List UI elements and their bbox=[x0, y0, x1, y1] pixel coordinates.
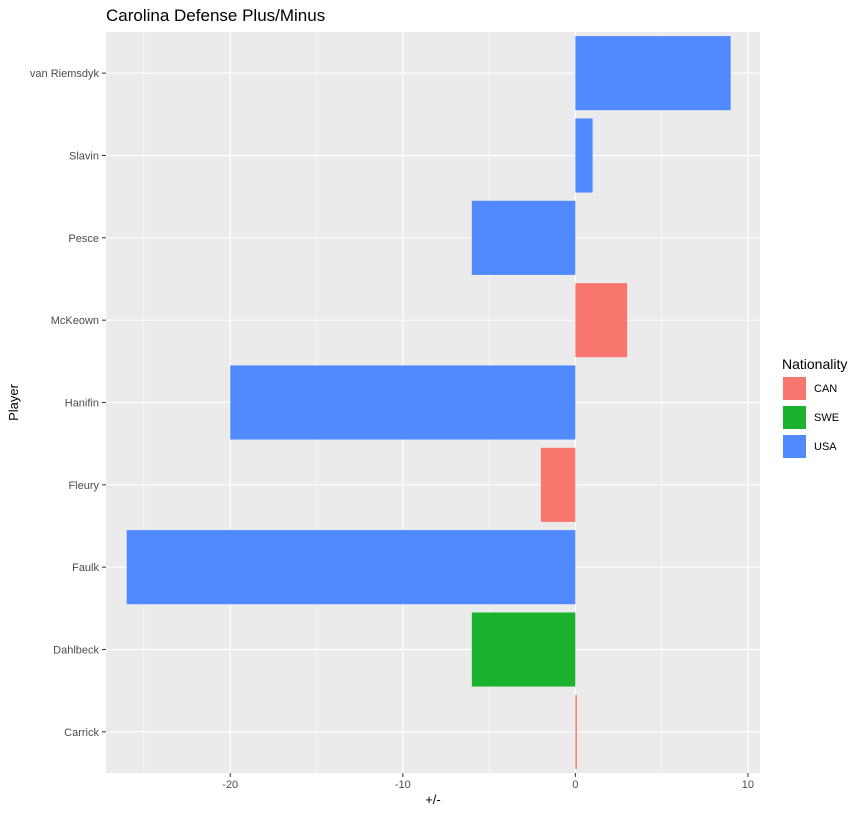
bars-group bbox=[126, 36, 731, 769]
y-tick-label: Slavin bbox=[69, 151, 99, 163]
y-axis-title: Player bbox=[6, 383, 21, 421]
bar-carrick bbox=[575, 694, 577, 769]
y-tick-label: Carrick bbox=[64, 727, 99, 739]
y-tick-label: McKeown bbox=[51, 315, 99, 327]
x-tick-label: -20 bbox=[222, 779, 238, 791]
bar-dahlbeck bbox=[471, 612, 576, 687]
bar-hanifin bbox=[230, 365, 576, 440]
bar-van-riemsdyk bbox=[575, 36, 731, 111]
x-tick-label: 10 bbox=[742, 779, 754, 791]
y-tick-label: van Riemsdyk bbox=[30, 68, 100, 80]
x-axis: -20 -10 0 10 bbox=[222, 773, 754, 791]
legend-key-can bbox=[783, 377, 806, 400]
bar-mckeown bbox=[575, 283, 628, 358]
y-axis: van Riemsdyk Slavin Pesce McKeown Hanifin Fle… bbox=[30, 68, 106, 739]
legend-label-usa: USA bbox=[814, 441, 837, 453]
y-tick-label: Fleury bbox=[68, 480, 99, 492]
legend-label-can: CAN bbox=[814, 383, 837, 395]
legend-key-swe bbox=[783, 406, 806, 429]
legend-title: Nationality bbox=[782, 356, 847, 372]
legend-label-swe: SWE bbox=[814, 412, 839, 424]
bar-pesce bbox=[471, 200, 576, 275]
bar-faulk bbox=[126, 530, 576, 605]
y-tick-label: Dahlbeck bbox=[53, 645, 99, 657]
legend-key-usa bbox=[783, 435, 806, 458]
y-tick-label: Pesce bbox=[68, 233, 99, 245]
bar-slavin bbox=[575, 118, 593, 193]
chart-title: Carolina Defense Plus/Minus bbox=[106, 6, 325, 25]
x-axis-title: +/- bbox=[425, 792, 441, 807]
y-tick-label: Faulk bbox=[72, 562, 99, 574]
x-tick-label: -10 bbox=[395, 779, 411, 791]
y-tick-label: Hanifin bbox=[65, 398, 99, 410]
bar-fleury bbox=[540, 447, 576, 522]
x-tick-label: 0 bbox=[572, 779, 578, 791]
legend: Nationality CAN SWE USA bbox=[782, 356, 847, 458]
